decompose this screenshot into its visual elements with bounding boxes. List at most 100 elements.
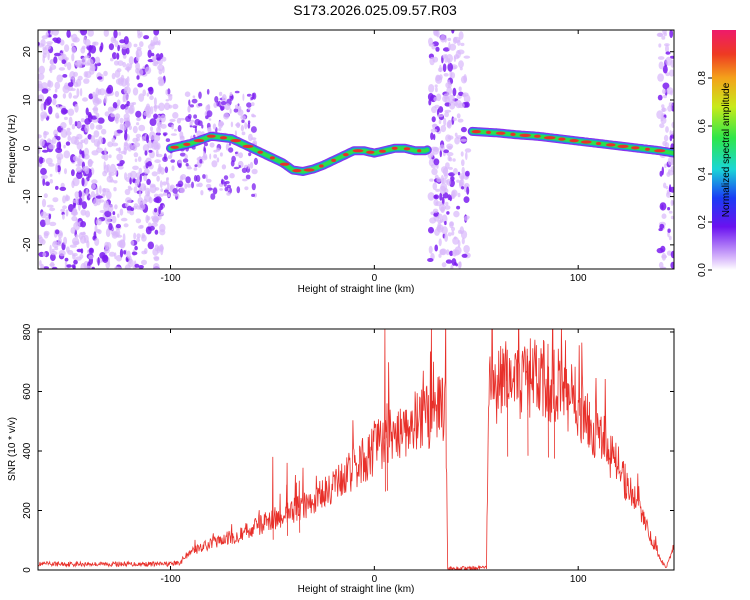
- noise-blob: [665, 56, 672, 66]
- noise-blob: [447, 135, 454, 140]
- noise-blob: [118, 31, 121, 36]
- ridge-peak: [595, 141, 602, 146]
- noise-blob: [89, 195, 92, 199]
- noise-blob: [427, 192, 435, 201]
- noise-blob: [134, 263, 140, 268]
- noise-blob: [52, 30, 59, 36]
- noise-blob: [219, 188, 224, 191]
- noise-blob: [435, 87, 438, 93]
- noise-blob: [669, 30, 674, 38]
- noise-blob: [92, 41, 97, 46]
- noise-blob: [447, 37, 452, 42]
- noise-blob: [460, 230, 468, 239]
- noise-blob: [111, 137, 116, 143]
- noise-blob: [99, 210, 106, 213]
- noise-blob: [66, 61, 72, 71]
- y-tick-label: 0: [22, 145, 33, 151]
- noise-blob: [662, 82, 670, 90]
- ridge-peak: [219, 136, 228, 140]
- noise-blob: [194, 118, 201, 126]
- noise-blob: [40, 167, 47, 176]
- noise-blob: [71, 169, 75, 177]
- noise-blob: [49, 66, 53, 74]
- noise-blob: [442, 47, 450, 52]
- noise-blob: [55, 165, 59, 173]
- noise-blob: [445, 259, 453, 264]
- noise-blob: [192, 95, 196, 98]
- noise-blob: [184, 154, 188, 160]
- noise-blob: [60, 208, 66, 213]
- noise-blob: [75, 166, 82, 173]
- noise-blob: [107, 84, 114, 94]
- colorbar-label: Normalized spectral amplitude: [721, 82, 732, 217]
- noise-blob: [126, 205, 132, 212]
- noise-blob: [83, 153, 90, 160]
- noise-blob: [132, 125, 138, 134]
- noise-blob: [195, 174, 201, 183]
- noise-blob: [97, 229, 102, 235]
- noise-blob: [671, 121, 674, 128]
- noise-blob: [216, 100, 219, 107]
- noise-blob: [42, 52, 47, 58]
- noise-blob: [136, 178, 140, 184]
- noise-blob: [168, 104, 172, 109]
- snr-series-line: [38, 329, 674, 570]
- noise-blob: [117, 213, 120, 218]
- noise-blob: [446, 143, 454, 150]
- noise-blob: [186, 166, 193, 170]
- noise-blob: [123, 93, 129, 102]
- noise-blob: [433, 194, 439, 200]
- noise-blob: [240, 124, 244, 132]
- noise-blob: [77, 160, 83, 167]
- noise-blob: [41, 88, 49, 94]
- noise-blob: [454, 136, 460, 145]
- noise-blob: [667, 207, 671, 211]
- noise-blob: [131, 251, 138, 256]
- noise-blob: [209, 142, 215, 148]
- noise-blob: [67, 108, 75, 116]
- noise-blob: [40, 39, 46, 47]
- noise-blob: [224, 186, 229, 192]
- noise-blob: [57, 237, 62, 247]
- noise-blob: [228, 147, 234, 153]
- noise-blob: [173, 193, 179, 197]
- noise-blob: [38, 156, 44, 164]
- noise-blob: [139, 41, 144, 48]
- noise-blob: [430, 164, 437, 169]
- noise-blob: [151, 171, 158, 177]
- noise-blob: [193, 167, 198, 171]
- colorbar-tick-label: 0.0: [697, 263, 708, 277]
- noise-blob: [133, 152, 139, 158]
- noise-blob: [203, 142, 208, 147]
- noise-blob: [198, 182, 203, 188]
- noise-blob: [236, 122, 241, 129]
- noise-blob: [439, 192, 443, 201]
- snr-x-ticks: -100 0 100: [160, 329, 587, 585]
- noise-blob: [658, 228, 663, 232]
- noise-blob: [149, 118, 157, 126]
- noise-blob: [229, 108, 232, 114]
- noise-blob: [104, 147, 107, 155]
- noise-blob: [104, 111, 110, 117]
- noise-blob: [123, 36, 129, 45]
- noise-blob: [152, 215, 159, 224]
- noise-blob: [660, 116, 667, 124]
- noise-blob: [445, 249, 450, 256]
- noise-blob: [104, 210, 112, 218]
- noise-blob: [248, 107, 251, 111]
- noise-blob: [451, 30, 455, 34]
- noise-blob: [90, 191, 95, 198]
- noise-blob: [165, 138, 171, 143]
- noise-blob: [186, 183, 192, 188]
- noise-blob: [65, 209, 69, 217]
- noise-blob: [220, 179, 225, 185]
- noise-blob: [136, 117, 141, 122]
- noise-blob: [80, 209, 87, 216]
- noise-blob: [91, 183, 96, 190]
- noise-blob: [146, 134, 149, 144]
- noise-blob: [130, 207, 134, 211]
- noise-blob: [438, 106, 444, 113]
- noise-blob: [459, 173, 465, 180]
- noise-blob: [59, 39, 65, 46]
- noise-blob: [73, 259, 78, 265]
